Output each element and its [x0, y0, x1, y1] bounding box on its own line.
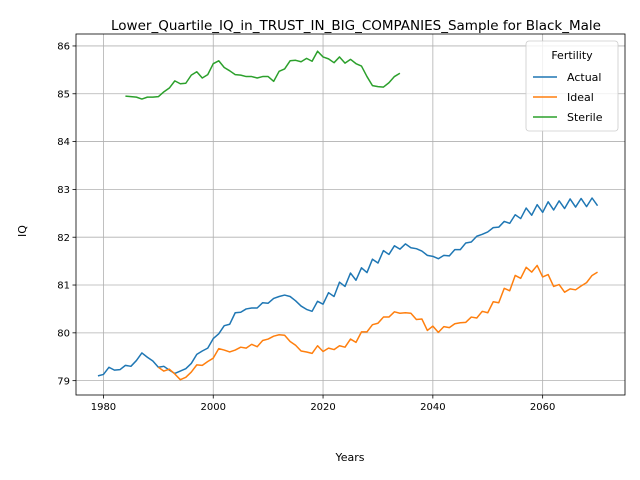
series-line-sterile: [125, 50, 401, 100]
y-tick-label: 79: [57, 376, 70, 387]
x-tick-label: 2040: [420, 402, 445, 413]
y-tick-label: 80: [57, 328, 70, 339]
legend-entries: Actual Ideal Sterile: [533, 71, 603, 124]
legend-label-sterile: Sterile: [567, 111, 603, 124]
y-tick-label: 83: [57, 185, 70, 196]
y-tick-label: 84: [57, 137, 70, 148]
x-tick-label: 2020: [310, 402, 335, 413]
x-tick-label: 2060: [530, 402, 555, 413]
legend-box: [525, 40, 619, 132]
y-tick-label: 82: [57, 233, 70, 244]
chart-title: Lower_Quartile_IQ_in_TRUST_IN_BIG_COMPAN…: [111, 18, 601, 34]
legend-title: Fertility: [551, 49, 593, 62]
y-tick-label: 85: [57, 89, 70, 100]
plot-frame: [75, 33, 626, 396]
series-line-ideal: [157, 264, 598, 381]
y-axis-ticks: 79 80 81 82 83 84 85 86: [57, 42, 76, 387]
y-tick-label: 86: [57, 42, 70, 53]
grid-lines: [76, 34, 625, 395]
y-axis-label: IQ: [16, 225, 29, 237]
x-axis-ticks: 1980 2000 2020 2040 2060: [91, 395, 555, 413]
legend-label-ideal: Ideal: [567, 91, 594, 104]
legend: Fertility Actual Ideal Sterile: [525, 40, 619, 132]
x-axis-label: Years: [334, 451, 364, 464]
x-tick-label: 2000: [201, 402, 226, 413]
x-tick-label: 1980: [91, 402, 116, 413]
series-line-actual: [97, 197, 599, 377]
y-tick-label: 81: [57, 281, 70, 292]
legend-label-actual: Actual: [567, 71, 601, 84]
series-lines: [97, 50, 599, 381]
